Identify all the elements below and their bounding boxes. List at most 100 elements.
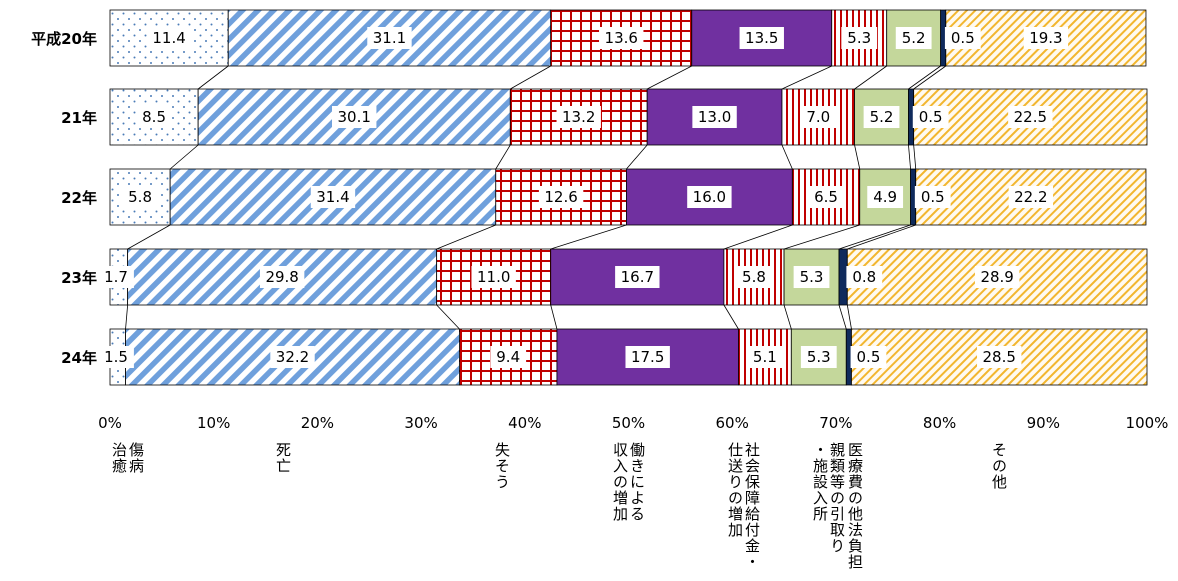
data-label-background	[367, 27, 412, 49]
data-label: 1.5	[104, 348, 128, 366]
x-tick-label: 100%	[1126, 414, 1169, 432]
data-label-background	[944, 27, 981, 49]
connector-line	[913, 144, 917, 170]
data-label: 13.6	[605, 29, 638, 47]
data-label-background	[746, 346, 783, 368]
data-label-background	[692, 106, 737, 128]
data-label-background	[556, 106, 601, 128]
data-label: 5.3	[800, 268, 824, 286]
bar-segment	[838, 248, 848, 306]
data-label: 7.0	[806, 108, 830, 126]
x-tick-label: 0%	[98, 414, 122, 432]
data-label-background	[146, 27, 192, 49]
connector-line	[550, 224, 627, 250]
data-label: 6.5	[814, 188, 838, 206]
data-label-background	[800, 346, 837, 368]
data-label-background	[625, 346, 670, 368]
x-tick-label: 90%	[1027, 414, 1060, 432]
x-tick-label: 60%	[716, 414, 749, 432]
data-label-background	[808, 186, 844, 208]
x-tick-label: 30%	[404, 414, 437, 432]
data-label-background	[1008, 186, 1054, 208]
connector-line	[838, 224, 911, 250]
x-tick-label: 40%	[508, 414, 541, 432]
data-label-background	[270, 346, 315, 368]
data-label-background	[977, 346, 1022, 368]
data-label-background	[687, 186, 732, 208]
data-label: 0.5	[951, 29, 975, 47]
data-label-background	[1023, 27, 1069, 49]
connector-line	[550, 304, 558, 330]
connector-line	[846, 304, 852, 330]
data-label: 5.3	[847, 29, 871, 47]
data-label-background	[599, 27, 644, 49]
x-tick-label: 70%	[819, 414, 852, 432]
data-label-background	[98, 346, 134, 368]
data-label: 13.0	[698, 108, 731, 126]
connector-line	[646, 65, 692, 90]
connector-line	[169, 144, 199, 170]
data-label: 4.9	[873, 188, 897, 206]
series-label: 働きによる 収入の増加	[611, 442, 646, 522]
data-label: 5.2	[870, 108, 894, 126]
bar-segment	[459, 328, 558, 386]
data-label-background	[490, 346, 527, 368]
data-label-background	[914, 186, 951, 208]
data-label: 17.5	[631, 348, 664, 366]
data-label-background	[1008, 106, 1053, 128]
data-label: 29.8	[265, 268, 298, 286]
connector-line	[838, 304, 847, 330]
x-tick-label: 20%	[301, 414, 334, 432]
data-label: 30.1	[338, 108, 371, 126]
data-label: 28.5	[983, 348, 1016, 366]
connector-line	[783, 304, 792, 330]
connector-line	[908, 65, 941, 90]
data-label: 5.3	[807, 348, 831, 366]
connector-line	[125, 304, 129, 330]
data-label: 0.5	[857, 348, 881, 366]
x-tick-label: 50%	[612, 414, 645, 432]
bar-segment	[125, 328, 460, 386]
data-label: 5.2	[902, 29, 926, 47]
data-label: 22.2	[1014, 188, 1047, 206]
connector-line	[197, 65, 229, 90]
connector-line	[510, 65, 551, 90]
data-label-background	[332, 106, 377, 128]
connector-line	[495, 144, 511, 170]
plot-area: 平成20年 21年 22年 23年 24年 11.4 31.1 13.6 13.5 5.3 5.2 0…	[31, 9, 1169, 432]
data-label-background	[122, 186, 158, 208]
connector-line	[781, 65, 832, 90]
x-tick-label: 80%	[923, 414, 956, 432]
connector-line	[626, 144, 648, 170]
connector-line	[854, 144, 861, 170]
data-label: 8.5	[142, 108, 166, 126]
data-label: 5.8	[128, 188, 152, 206]
data-label-background	[538, 186, 584, 208]
connector-line	[127, 224, 171, 250]
data-label: 1.7	[104, 268, 128, 286]
connector-line	[908, 144, 911, 170]
connector-line	[723, 224, 793, 250]
category-label: 21年	[61, 109, 97, 127]
data-label: 22.5	[1014, 108, 1047, 126]
data-label-background	[867, 186, 904, 208]
data-label-background	[136, 106, 172, 128]
data-label: 31.1	[373, 29, 406, 47]
data-label-background	[793, 266, 830, 288]
data-label-background	[471, 266, 516, 288]
data-label-background	[912, 106, 949, 128]
bar-segment	[790, 328, 847, 386]
series-label: 失そう	[493, 442, 511, 490]
data-label: 9.4	[496, 348, 520, 366]
connector-line	[783, 224, 860, 250]
data-label-background	[846, 266, 883, 288]
data-label: 5.8	[742, 268, 766, 286]
data-label-background	[310, 186, 356, 208]
data-label: 0.5	[919, 108, 943, 126]
data-label-background	[974, 266, 1020, 288]
category-label: 24年	[61, 349, 97, 367]
data-label-background	[736, 266, 772, 288]
category-label: 23年	[61, 269, 97, 287]
series-label: 死亡	[274, 442, 292, 474]
data-label: 16.7	[621, 268, 654, 286]
